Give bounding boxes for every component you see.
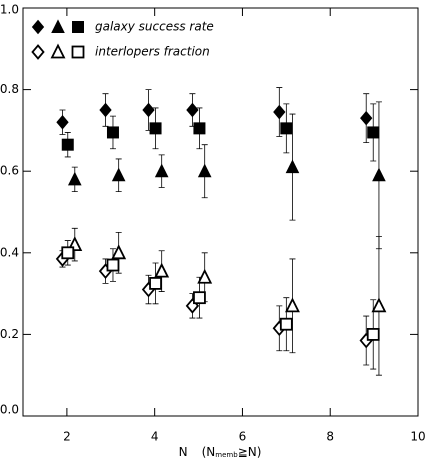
marker-square [106,258,120,272]
marker-triangle [285,159,300,174]
y-tick-label: 1.0 [0,3,19,17]
legend-label: galaxy success rate [95,20,214,34]
x-tick-label: 8 [326,430,334,444]
y-tick-label: 0.6 [0,164,19,178]
marker-square [72,21,84,33]
y-tick-label: 0.4 [0,245,19,259]
marker-diamond [142,102,155,118]
marker-triangle [154,262,170,278]
x-tick-label: 2 [63,430,71,444]
x-label-open: (N [202,445,216,459]
marker-triangle [51,19,65,33]
y-tick-label: 0.0 [0,403,19,417]
marker-triangle [371,297,387,313]
marker-square [279,317,293,331]
marker-triangle [111,167,126,182]
marker-triangle [285,297,300,313]
marker-square [193,291,206,305]
marker-square [193,122,206,135]
marker-triangle [372,167,386,182]
x-label-close: ≧N) [238,445,262,459]
y-tick-label: 0.2 [0,327,19,341]
marker-square [61,246,75,260]
marker-triangle [197,268,213,284]
marker-square [106,126,119,139]
y-tick-label: 0.8 [0,82,19,96]
x-tick-label: 10 [410,430,425,444]
marker-square [71,45,85,59]
x-tick-label: 4 [151,430,159,444]
marker-diamond [360,110,373,126]
marker-diamond [31,44,45,60]
marker-diamond [56,114,69,130]
marker-square [149,122,162,135]
marker-triangle [154,163,169,178]
marker-square [61,138,74,151]
x-tick-label: 6 [239,430,247,444]
marker-diamond [31,19,45,35]
marker-triangle [197,163,212,178]
marker-diamond [273,104,286,120]
marker-diamond [186,102,199,118]
marker-triangle [50,43,66,59]
x-label-subscript: memb [215,451,238,459]
marker-square [149,276,162,290]
marker-square [367,126,380,139]
legend-label: interlopers fraction [95,45,210,59]
x-label-symbol: N [179,445,188,459]
x-axis-label: N (Nmemb≧N) [179,445,262,460]
plot-frame [22,7,419,417]
marker-triangle [67,171,82,186]
marker-triangle [111,244,127,260]
marker-diamond [99,102,112,118]
marker-square [366,327,380,341]
marker-square [280,122,293,135]
